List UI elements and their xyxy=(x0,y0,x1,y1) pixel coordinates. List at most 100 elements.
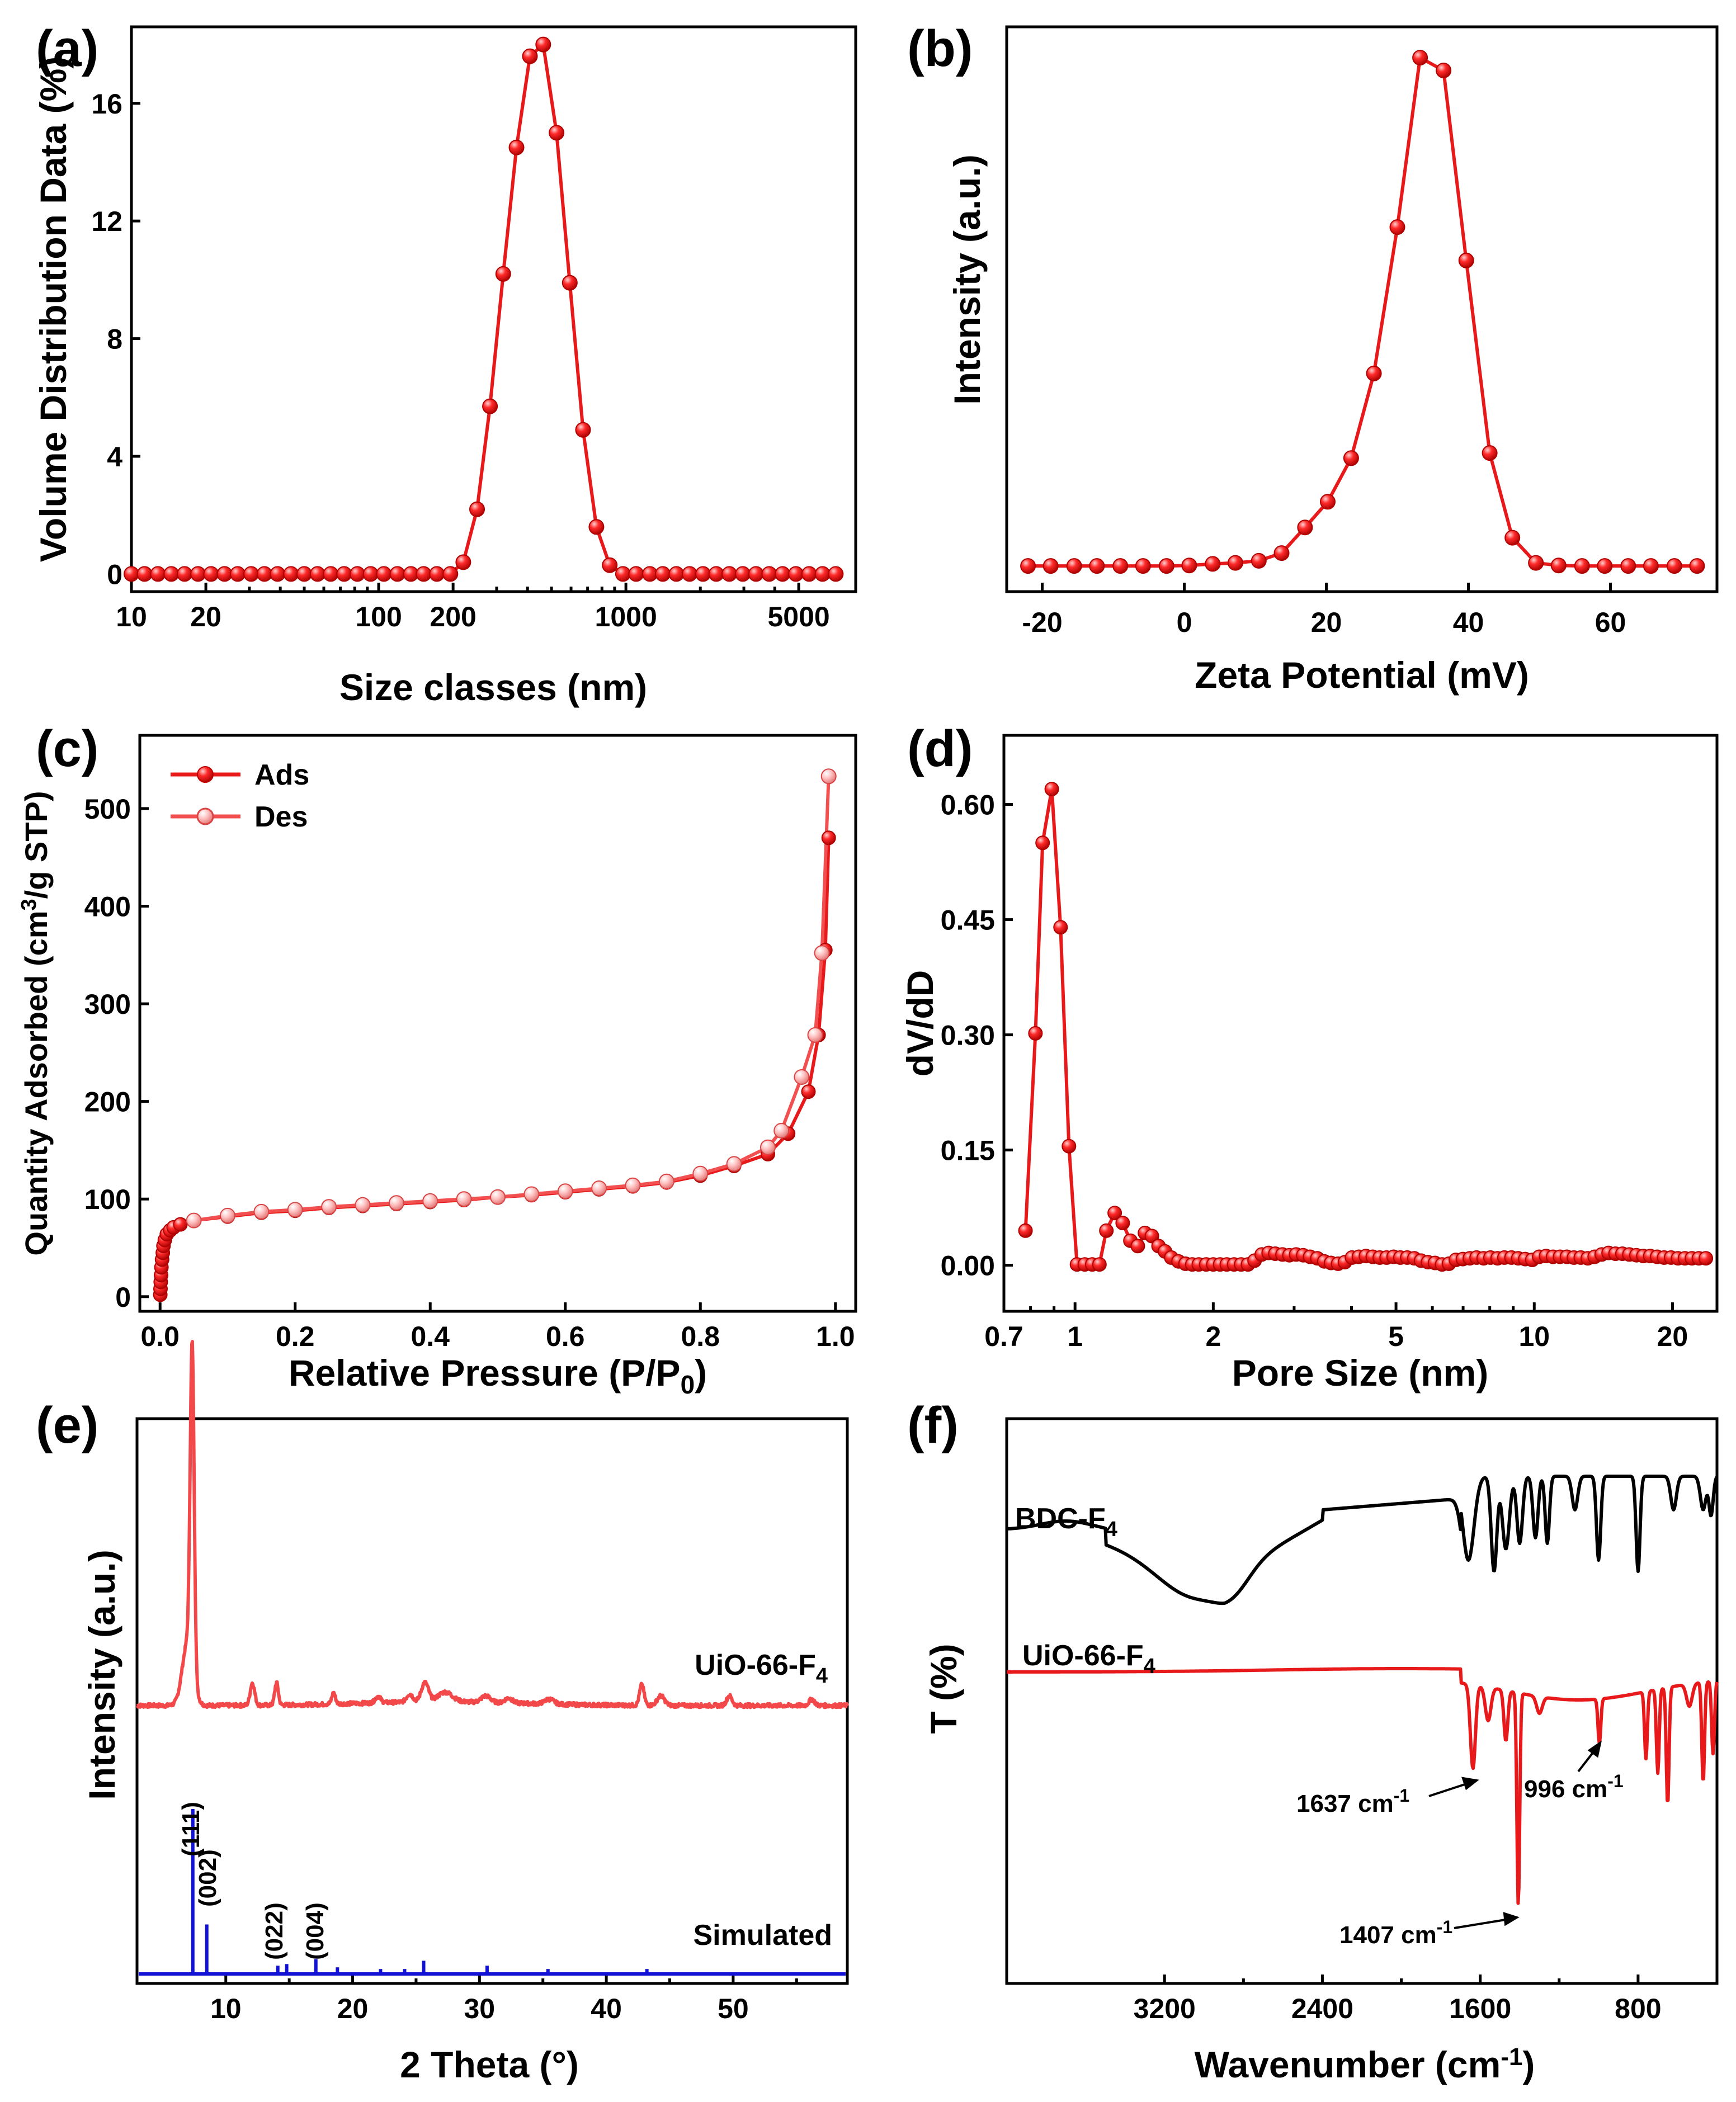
a-point-30 xyxy=(522,48,538,64)
a-point-41 xyxy=(668,566,685,582)
annotation-004: (004) xyxy=(301,1902,329,1960)
a-point-10 xyxy=(256,566,272,582)
d-xtick-label-0: 0.7 xyxy=(984,1321,1023,1352)
b-point-27 xyxy=(1643,558,1659,574)
axis-label-c-x: Relative Pressure (P/P0) xyxy=(289,1352,707,1399)
d-ytick-label-2: 0.30 xyxy=(941,1020,995,1051)
d-xtick-label-5: 20 xyxy=(1657,1321,1688,1352)
a-point-44 xyxy=(708,566,724,582)
a-point-47 xyxy=(748,566,764,582)
a-point-32 xyxy=(549,125,565,141)
a-point-42 xyxy=(682,566,697,582)
axis-label-f-x-end: ) xyxy=(1522,2044,1535,2085)
d-point-16 xyxy=(1144,1229,1159,1244)
d-point-14 xyxy=(1130,1239,1145,1254)
c-ytick-label-2: 200 xyxy=(84,1087,131,1118)
b-point-4 xyxy=(1112,558,1129,574)
a-point-12 xyxy=(283,566,299,582)
d-point-5 xyxy=(1062,1139,1077,1154)
c-des-point-2 xyxy=(807,1027,823,1043)
label-uio-66-f4-ftir: UiO-66-F4 xyxy=(1022,1640,1155,1678)
b-point-8 xyxy=(1205,556,1221,572)
a-point-43 xyxy=(695,566,711,582)
c-des-point-10 xyxy=(591,1180,607,1196)
annotation-022: (022) xyxy=(261,1902,288,1960)
b-point-9 xyxy=(1227,555,1243,571)
axis-label-c-y-sup: 3 xyxy=(17,899,41,910)
b-xtick-label-0: -20 xyxy=(1022,607,1062,638)
label-simulated: Simulated xyxy=(694,1919,833,1952)
c-des-point-1 xyxy=(814,945,830,961)
annotation-002: (002) xyxy=(194,1849,221,1907)
annotation-1407-main: 1407 cm xyxy=(1339,1921,1437,1949)
a-point-36 xyxy=(602,557,618,573)
annotation-arrows-f xyxy=(1428,1740,1602,1929)
c-des-point-3 xyxy=(794,1069,810,1085)
c-des-point-20 xyxy=(253,1203,270,1220)
c-des-point-6 xyxy=(726,1156,742,1172)
b-series-line xyxy=(1028,56,1697,568)
a-point-4 xyxy=(177,566,192,582)
c-des-point-19 xyxy=(287,1202,303,1218)
b-point-5 xyxy=(1135,558,1151,574)
c-des-point-15 xyxy=(422,1193,438,1209)
a-point-34 xyxy=(575,422,591,438)
annotation-111: (111) xyxy=(177,1802,205,1857)
axis-label-a-x: Size classes (nm) xyxy=(339,667,647,708)
a-point-52 xyxy=(814,566,831,582)
d-ytick-label-3: 0.45 xyxy=(941,905,995,936)
b-point-15 xyxy=(1366,365,1382,381)
legend-des-marker xyxy=(196,807,214,825)
d-xtick-label-1: 1 xyxy=(1067,1321,1083,1352)
plot-frame-c xyxy=(138,734,857,1313)
c-des-point-22 xyxy=(186,1212,202,1229)
series-zeta-potential xyxy=(1020,50,1705,574)
a-point-26 xyxy=(469,501,485,517)
c-des-point-8 xyxy=(658,1173,674,1189)
b-point-6 xyxy=(1158,558,1174,574)
b-point-7 xyxy=(1181,558,1197,574)
a-point-17 xyxy=(350,566,365,582)
e-xtick-label-2: 30 xyxy=(464,1993,496,2024)
a-point-19 xyxy=(376,566,392,582)
axis-ticks-b: -20 0 20 40 60 xyxy=(1022,583,1626,638)
d-point-9 xyxy=(1092,1257,1107,1272)
axis-ticks-a: 10 20 100 200 1000 5000 0 4 8 12 16 xyxy=(91,88,829,632)
axis-label-d-y: dV/dD xyxy=(899,970,941,1077)
legend-ads-marker xyxy=(197,766,214,783)
b-xtick-label-4: 60 xyxy=(1595,607,1626,638)
b-point-12 xyxy=(1297,519,1313,536)
label-uio-66-f4-xrd-sub: 4 xyxy=(816,1664,828,1688)
a-xtick-label-4: 1000 xyxy=(595,601,657,632)
a-point-53 xyxy=(828,566,844,582)
b-point-22 xyxy=(1528,555,1544,571)
f-xtick-label-3: 800 xyxy=(1615,1993,1661,2024)
b-point-3 xyxy=(1089,558,1105,574)
axis-label-c-y: Quantity Adsorbed (cm3/g STP) xyxy=(17,791,54,1255)
e-xtick-label-1: 20 xyxy=(337,1993,369,2024)
a-xtick-label-5: 5000 xyxy=(768,601,830,632)
label-uio-66-f4-xrd-main: UiO-66-F xyxy=(695,1649,816,1681)
axis-label-e-x: 2 Theta (°) xyxy=(400,2044,579,2085)
c-des-point-4 xyxy=(773,1123,790,1139)
label-uio-66-f4-xrd: UiO-66-F4 xyxy=(695,1649,828,1688)
annotation-1407-sup: -1 xyxy=(1437,1917,1452,1937)
a-point-0 xyxy=(124,566,139,582)
b-point-21 xyxy=(1504,530,1521,546)
panel-label-a: (a) xyxy=(36,20,98,77)
a-point-8 xyxy=(230,566,246,582)
d-point-3 xyxy=(1044,782,1059,797)
b-point-10 xyxy=(1251,552,1267,569)
plot-frame-b xyxy=(1005,25,1719,593)
axis-label-c-x-sub: 0 xyxy=(681,1370,695,1399)
a-point-51 xyxy=(801,566,817,582)
c-des-point-18 xyxy=(321,1199,337,1215)
a-point-1 xyxy=(136,566,153,582)
legend-des-label: Des xyxy=(254,801,308,833)
d-point-11 xyxy=(1107,1206,1122,1221)
c-ytick-label-3: 300 xyxy=(84,989,131,1020)
a-point-18 xyxy=(362,566,379,582)
b-point-11 xyxy=(1273,545,1290,561)
axis-label-b-x: Zeta Potential (mV) xyxy=(1195,654,1529,696)
